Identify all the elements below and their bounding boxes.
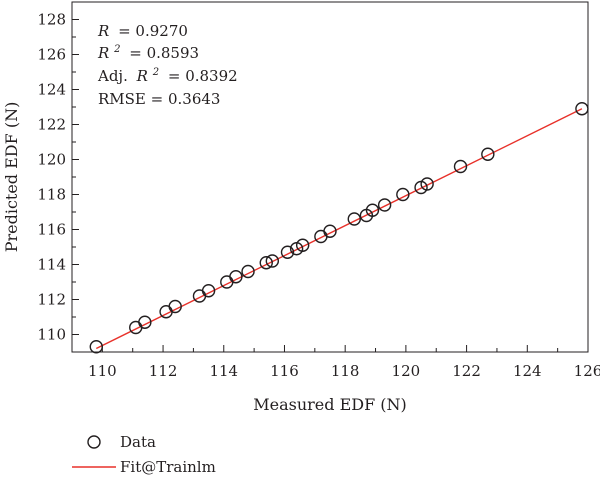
data-point — [280, 245, 295, 259]
data-points-layer — [89, 102, 589, 354]
data-point — [314, 229, 328, 244]
stat-r-squared: R 2 = 0.8593 — [97, 38, 199, 62]
data-point — [201, 284, 216, 298]
x-tick-label: 110 — [88, 362, 117, 380]
y-tick-label: 114 — [37, 256, 66, 274]
data-point — [481, 147, 495, 161]
data-point — [168, 299, 182, 314]
x-tick-label: 120 — [392, 362, 421, 380]
y-tick-label: 126 — [37, 46, 66, 64]
legend-data-marker — [87, 435, 101, 449]
data-point — [241, 264, 255, 279]
legend: Data Fit@Trainlm — [72, 433, 216, 476]
x-tick-label: 116 — [270, 362, 299, 380]
fit-line-layer — [95, 108, 583, 350]
y-tick-label: 120 — [37, 151, 66, 169]
y-tick-label: 112 — [37, 291, 66, 309]
data-point — [323, 224, 337, 238]
x-tick-label: 112 — [149, 362, 178, 380]
data-point — [347, 212, 361, 226]
y-axis-tick-labels: 110 112 114 116 118 120 122 124 126 128 — [37, 11, 66, 344]
data-point — [138, 315, 152, 329]
legend-data-label: Data — [120, 433, 156, 451]
data-point — [396, 187, 410, 202]
data-point — [259, 256, 273, 270]
x-axis-ticks — [71, 345, 589, 352]
x-tick-label: 114 — [209, 362, 238, 380]
data-point — [575, 102, 589, 116]
data-point — [265, 254, 280, 268]
x-axis-title: Measured EDF (N) — [253, 395, 407, 414]
data-point — [453, 159, 468, 174]
data-point — [229, 270, 243, 284]
y-tick-label: 110 — [37, 326, 66, 344]
y-axis-ticks — [72, 1, 79, 353]
x-tick-label: 126 — [574, 362, 600, 380]
y-tick-label: 116 — [37, 221, 66, 239]
legend-fit-label: Fit@Trainlm — [120, 458, 216, 476]
stats-box: R = 0.9270 R 2 = 0.8593 Adj. R 2 = 0.839… — [97, 22, 238, 108]
fit-line — [95, 108, 583, 350]
data-point — [420, 177, 434, 191]
data-point — [89, 340, 103, 354]
data-point — [365, 203, 380, 217]
stat-rmse: RMSE = 0.3643 — [98, 90, 220, 108]
x-axis-tick-labels: 110 112 114 116 118 120 122 124 126 — [88, 362, 600, 380]
stat-adj-r-squared: Adj. R 2 = 0.8392 — [97, 61, 238, 85]
x-tick-label: 122 — [452, 362, 481, 380]
y-tick-label: 118 — [37, 186, 66, 204]
data-point — [377, 198, 392, 212]
data-point — [295, 238, 310, 252]
y-tick-label: 122 — [37, 116, 66, 134]
x-tick-label: 124 — [513, 362, 542, 380]
y-tick-label: 128 — [37, 11, 66, 29]
y-axis-title: Predicted EDF (N) — [2, 102, 21, 253]
x-tick-label: 118 — [331, 362, 360, 380]
stat-r: R = 0.9270 — [97, 22, 188, 40]
y-tick-label: 124 — [37, 81, 66, 99]
